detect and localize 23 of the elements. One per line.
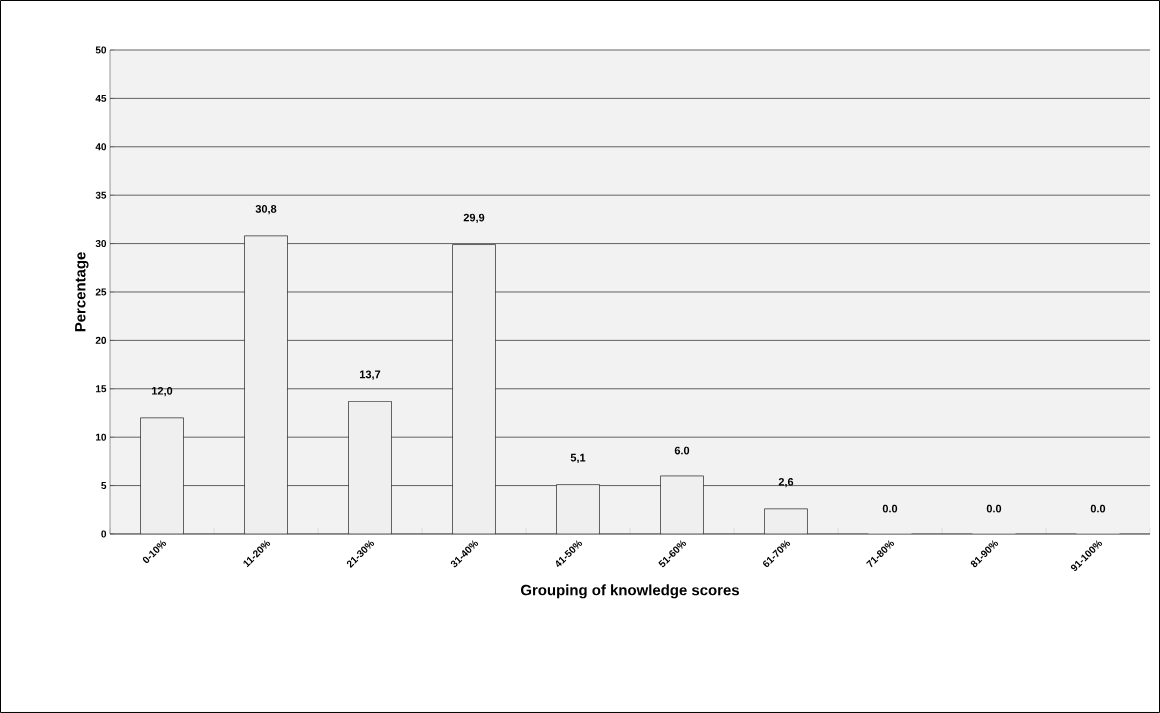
data-label: 2,6 xyxy=(778,477,794,488)
data-label: 0.0 xyxy=(882,504,898,513)
data-label: 12,0 xyxy=(152,386,173,397)
data-label: 6.0 xyxy=(674,446,690,455)
y-tick-label: 40 xyxy=(95,143,107,151)
data-label: 29,9 xyxy=(463,213,485,224)
y-tick-label: 15 xyxy=(96,385,107,393)
data-label: 13,7 xyxy=(360,370,381,380)
data-label: 5,1 xyxy=(570,453,586,464)
y-tick-label: 25 xyxy=(95,288,107,296)
y-tick-label: 20 xyxy=(95,336,107,344)
x-axis-title: Grouping of knowledge scores xyxy=(521,584,739,599)
y-tick-label: 30 xyxy=(95,240,107,248)
data-label: 0.0 xyxy=(986,504,1002,513)
y-tick-label: 45 xyxy=(95,94,107,102)
y-tick-label: 5 xyxy=(101,482,107,490)
data-label: 30,8 xyxy=(255,204,277,215)
data-label: 0.0 xyxy=(1090,504,1106,513)
y-tick-label: 35 xyxy=(95,191,107,199)
y-tick-label: 0 xyxy=(101,530,107,538)
y-tick-label: 50 xyxy=(95,46,107,54)
y-tick-label: 10 xyxy=(96,433,107,441)
y-axis-title: Percentage xyxy=(75,252,89,332)
